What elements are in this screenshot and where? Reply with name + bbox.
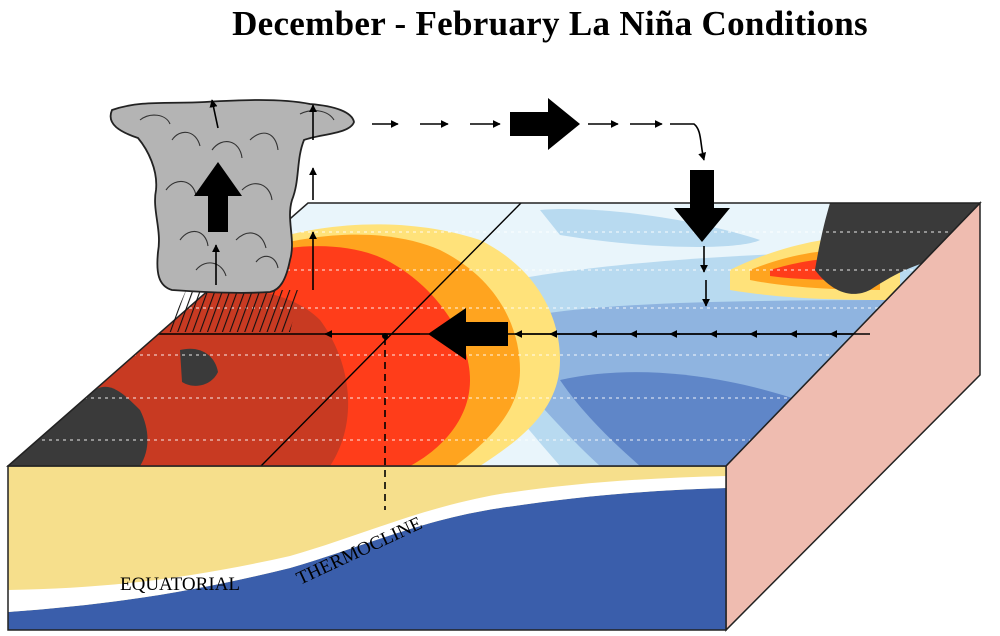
sinking-air-small-arrows [700, 246, 710, 307]
upper-level-flow-arrows [372, 120, 707, 161]
upper-flow-big-arrow-icon [510, 98, 580, 150]
diagram-title: December - February La Niña Conditions [232, 4, 868, 43]
label-equatorial: EQUATORIAL [120, 574, 240, 595]
ocean-cross-section [7, 465, 727, 631]
trade-wind-big-arrow-icon [428, 308, 508, 360]
convection-cloud-icon [109, 99, 355, 294]
rising-air-arrow-icon [194, 162, 242, 232]
rainfall-hatching [168, 290, 300, 332]
sinking-air-arrow-icon [674, 170, 730, 242]
rising-air-small-arrows [209, 99, 317, 290]
equator-dateline-point [382, 333, 388, 339]
